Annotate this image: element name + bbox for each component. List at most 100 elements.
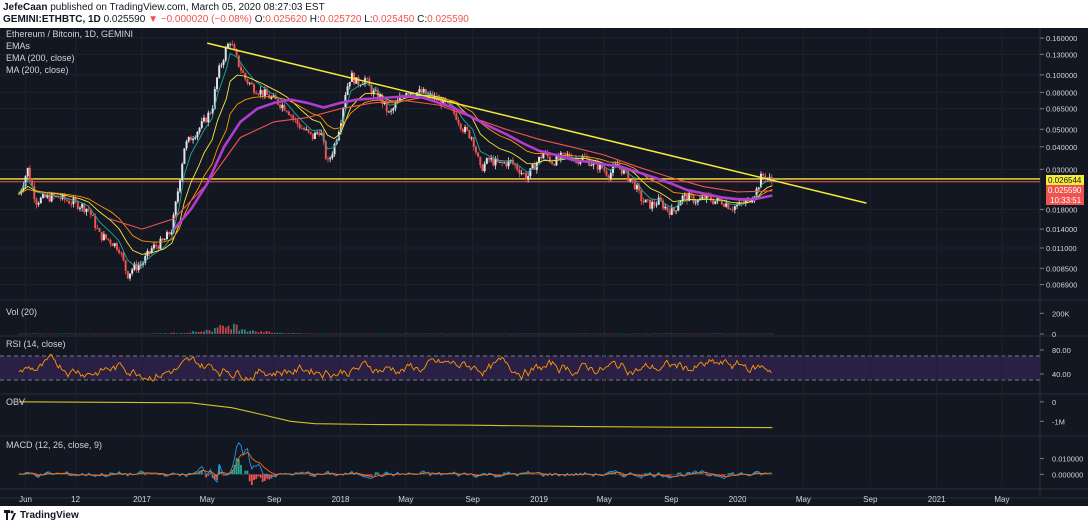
- badge-upper-text: 0.026544: [1048, 176, 1082, 185]
- candle-body: [733, 206, 736, 210]
- candle-body: [516, 165, 519, 170]
- x-tick-label: Sep: [863, 495, 878, 504]
- macd-histogram-bar: [681, 474, 684, 475]
- vol-pane-label[interactable]: Vol (20): [6, 307, 37, 317]
- volume-bar: [570, 333, 573, 335]
- volume-bar: [156, 333, 159, 334]
- candle-body: [640, 190, 643, 202]
- candle-body: [198, 127, 201, 132]
- macd-histogram-bar: [701, 472, 704, 475]
- x-tick-label: 2019: [530, 495, 548, 504]
- candle-body: [466, 127, 469, 131]
- rsi-pane-label[interactable]: RSI (14, close): [6, 339, 66, 349]
- volume-bar: [755, 333, 757, 335]
- volume-bar: [763, 333, 766, 335]
- candle-body: [607, 175, 610, 179]
- candle-body: [533, 164, 536, 170]
- volume-bar: [162, 333, 165, 335]
- candle-body: [675, 210, 678, 212]
- volume-bar: [300, 333, 303, 335]
- candle-body: [59, 197, 62, 199]
- author-name[interactable]: JefeCaan: [3, 2, 48, 13]
- candle-body: [216, 77, 219, 90]
- volume-bar: [717, 333, 719, 335]
- macd-histogram-bar: [253, 474, 255, 481]
- volume-bar: [760, 333, 763, 335]
- volume-bar: [736, 333, 738, 335]
- candle-body: [92, 214, 95, 216]
- l-label: L:: [364, 14, 373, 25]
- grid-layer: [0, 28, 1040, 487]
- volume-bar: [572, 333, 575, 335]
- volume-bar: [64, 333, 67, 335]
- macd-histogram-bar: [237, 459, 240, 475]
- macd-pane-label[interactable]: MACD (12, 26, close, 9): [6, 440, 102, 450]
- volume-bar: [216, 327, 219, 334]
- legend-ma[interactable]: MA (200, close): [6, 65, 69, 75]
- macd-histogram-bar: [723, 474, 725, 477]
- candle-body: [553, 164, 556, 166]
- volume-bar: [504, 333, 507, 335]
- macd-histogram-bar: [305, 473, 308, 475]
- macd-histogram-bar: [385, 471, 388, 475]
- candle-body: [333, 143, 336, 155]
- volume-bar: [45, 333, 48, 335]
- candle-body: [65, 199, 68, 201]
- candle-body: [31, 180, 34, 186]
- candle-body: [61, 194, 64, 199]
- badge-countdown-bg: [1046, 195, 1084, 205]
- candle-body: [685, 194, 688, 202]
- volume-bar: [309, 333, 311, 335]
- candle-body: [44, 194, 47, 198]
- volume-bar: [72, 333, 75, 335]
- macd-histogram-bar: [98, 474, 101, 475]
- volume-bar: [771, 333, 774, 335]
- candle-body: [283, 104, 286, 111]
- macd-histogram-bar: [240, 464, 242, 475]
- candle-body: [694, 202, 697, 204]
- volume-bar: [472, 333, 475, 335]
- obv-pane-label[interactable]: OBV: [6, 397, 25, 407]
- volume-bar: [241, 329, 243, 334]
- macd-histogram-bar: [250, 474, 253, 486]
- candle-body: [366, 78, 369, 80]
- macd-histogram-bar: [699, 473, 701, 475]
- volume-bar: [719, 333, 722, 335]
- candle-body: [492, 158, 495, 166]
- macd-histogram-bar: [457, 474, 460, 477]
- candle-body: [239, 66, 242, 71]
- candle-body: [394, 103, 397, 109]
- macd-histogram-bar: [222, 474, 225, 476]
- candle-body: [189, 136, 192, 141]
- macd-histogram-bar: [179, 474, 181, 476]
- candle-body: [311, 133, 314, 140]
- chart-area[interactable]: Jun 12 2017 May Sep 2018 May Sep 2019 May Sep 2020 M…: [0, 28, 1088, 506]
- y-tick-label: 0.006900: [1046, 281, 1077, 290]
- vol-tick-label: 0: [1052, 330, 1056, 339]
- macd-histogram-bar: [496, 474, 499, 476]
- candle-body: [257, 93, 260, 95]
- legend-title[interactable]: Ethereum / Bitcoin, 1D, GEMINI: [6, 29, 133, 39]
- macd-histogram-bar: [720, 474, 723, 476]
- obv-tick-label: 0: [1052, 398, 1056, 407]
- descending-trendline[interactable]: [207, 42, 867, 204]
- candle-body: [326, 158, 329, 160]
- candle-body: [696, 199, 699, 203]
- candle-body: [172, 214, 175, 233]
- volume-bar: [290, 333, 292, 334]
- volume-bar: [249, 330, 252, 334]
- axis-layer: Jun 12 2017 May Sep 2018 May Sep 2019 May Sep 2020 M…: [19, 34, 1083, 504]
- volume-bar: [398, 333, 401, 335]
- candle-body: [187, 136, 190, 142]
- macd-histogram-bar: [255, 474, 258, 480]
- candle-body: [96, 228, 99, 229]
- legend-ema[interactable]: EMA (200, close): [6, 53, 75, 63]
- legend-emas[interactable]: EMAs: [6, 41, 31, 51]
- symbol-label[interactable]: GEMINI:ETHBTC, 1D: [3, 14, 101, 25]
- candle-body: [372, 90, 375, 95]
- volume-bar: [135, 333, 137, 335]
- volume-bar: [456, 333, 458, 335]
- footer-brand[interactable]: TradingView: [20, 510, 79, 521]
- candle-body: [253, 84, 256, 93]
- volume-bar: [591, 333, 594, 335]
